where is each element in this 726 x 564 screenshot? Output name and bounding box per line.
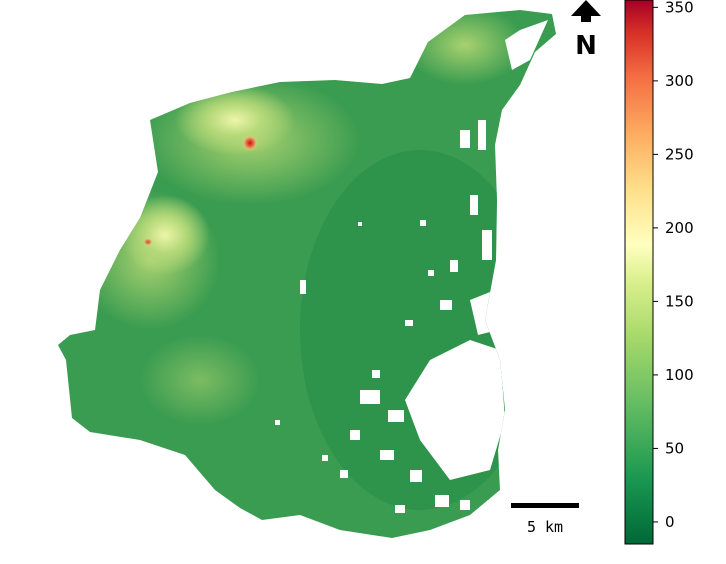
summit <box>242 135 258 151</box>
colorbar-gradient <box>624 0 654 545</box>
northern-uplands <box>175 85 295 155</box>
scale-bar-label: 5 km <box>527 518 563 536</box>
elevation-terrain <box>58 10 556 538</box>
eastern-lowland <box>300 150 540 510</box>
north-arrow-label: N <box>575 31 597 61</box>
scale-bar: 5 km <box>511 503 579 536</box>
colorbar-ticks: 0 50 100 150 200 250 300 350 <box>653 0 694 531</box>
colorbar-tick-label: 350 <box>665 0 694 16</box>
north-arrow-icon <box>571 0 601 22</box>
colorbar-tick-label: 100 <box>665 366 694 384</box>
north-arrow: N <box>571 0 601 61</box>
colorbar: 0 50 100 150 200 250 300 350 <box>624 0 694 545</box>
west-peak <box>143 238 153 246</box>
colorbar-tick-label: 50 <box>665 439 684 457</box>
colorbar-tick-label: 150 <box>665 292 694 310</box>
colorbar-tick-label: 250 <box>665 145 694 163</box>
colorbar-tick-label: 300 <box>665 72 694 90</box>
southwest-hills <box>140 335 260 425</box>
scale-bar-line <box>511 503 579 508</box>
colorbar-tick-label: 200 <box>665 219 694 237</box>
colorbar-tick-label: 0 <box>665 513 675 531</box>
no-data-patches <box>275 20 548 513</box>
western-uplands <box>120 195 210 275</box>
